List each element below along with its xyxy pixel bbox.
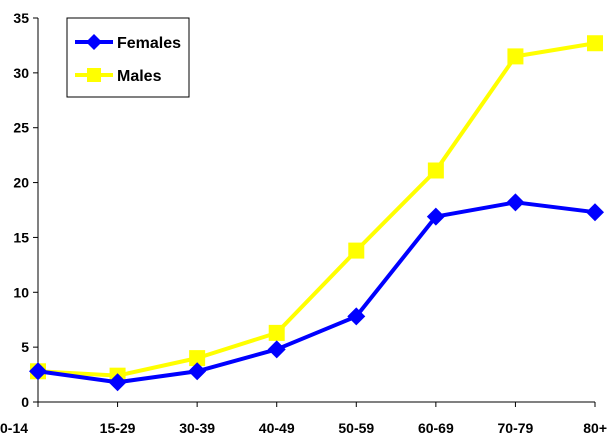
- chart-axes: [37, 18, 595, 403]
- x-tick-label: 40-49: [259, 420, 295, 436]
- legend: Females Males: [66, 17, 190, 98]
- legend-label: Males: [117, 68, 162, 85]
- y-tick-label: 20: [13, 175, 29, 191]
- x-tick-label: 15-29: [100, 420, 136, 436]
- data-point-square: [348, 242, 365, 259]
- y-tick-label: 5: [21, 339, 29, 355]
- data-point-square: [587, 35, 603, 52]
- x-tick-label: 30-39: [179, 420, 215, 436]
- data-point-diamond: [506, 193, 525, 212]
- y-tick-label: 0: [21, 394, 29, 410]
- legend-item-males: Males: [75, 68, 162, 85]
- legend-label: Females: [117, 35, 181, 52]
- y-tick-label: 35: [13, 10, 29, 26]
- x-tick-label: 60-69: [418, 420, 454, 436]
- legend-item-females: Females: [75, 34, 181, 52]
- x-tick-label: 0-14: [0, 420, 28, 436]
- data-point-square: [87, 68, 101, 82]
- x-tick-label: 50-59: [338, 420, 374, 436]
- data-point-square: [507, 48, 524, 65]
- data-point-square: [189, 350, 206, 367]
- x-tick-label: 70-79: [498, 420, 534, 436]
- data-point-square: [427, 162, 444, 179]
- data-point-diamond: [426, 207, 445, 226]
- data-point-diamond: [188, 362, 207, 381]
- data-point-diamond: [86, 34, 102, 50]
- y-tick-label: 30: [13, 65, 29, 81]
- x-axis-ticks: 0-14 15-29 30-39 40-49 50-59 60-69 70-79 80+: [0, 402, 607, 436]
- data-point-square: [268, 324, 285, 341]
- data-point-diamond: [108, 373, 127, 392]
- data-point-diamond: [29, 362, 47, 381]
- series-layer: [29, 35, 604, 392]
- data-point-diamond: [267, 340, 286, 359]
- data-point-diamond: [586, 203, 604, 222]
- series-line: [37, 41, 596, 378]
- x-tick-label: 80+: [583, 420, 607, 436]
- legend-box: [66, 17, 190, 98]
- data-point-diamond: [347, 307, 366, 326]
- y-tick-label: 10: [13, 284, 29, 300]
- series-females: [29, 193, 604, 392]
- y-tick-label: 25: [13, 120, 29, 136]
- series-line: [37, 200, 596, 385]
- y-tick-label: 15: [13, 229, 29, 245]
- y-axis-ticks: 0 5 10 15 20 25 30 35: [13, 10, 38, 410]
